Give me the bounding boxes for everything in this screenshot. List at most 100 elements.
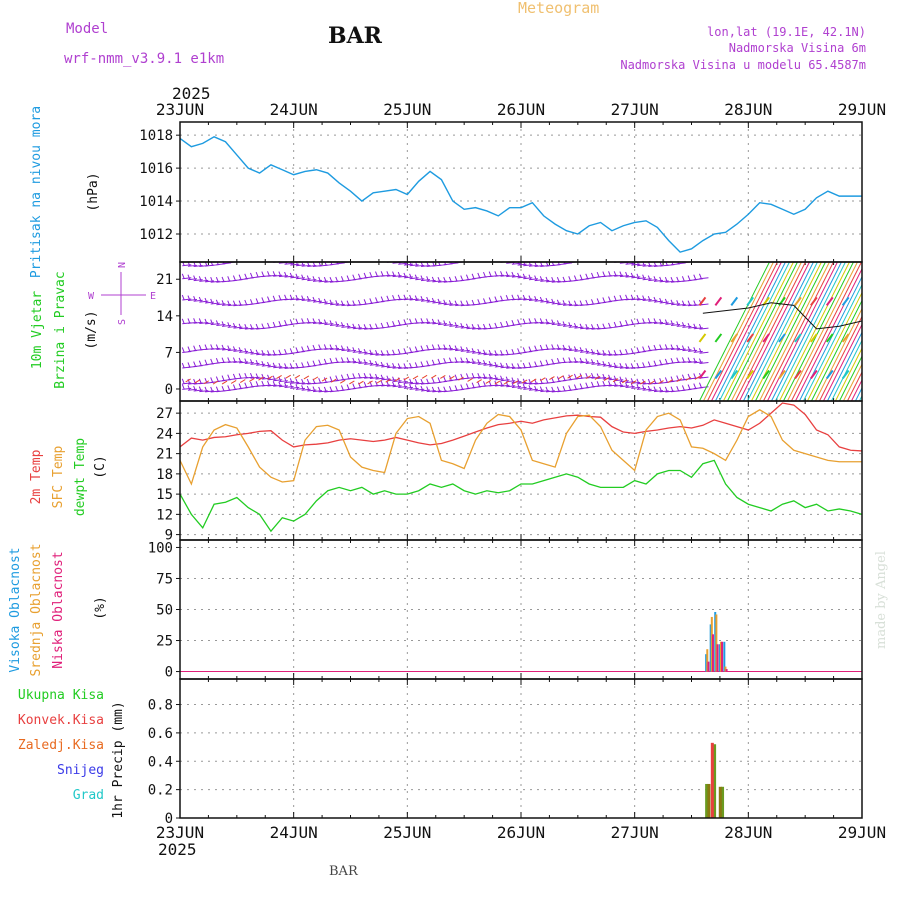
wind-barb-flag <box>397 363 401 369</box>
wind-barb-flag <box>392 376 396 382</box>
wind-barb-flag <box>386 381 390 387</box>
wind-barb-flag <box>653 378 657 384</box>
wind-barb-flag <box>431 359 435 365</box>
wind-barb-flag <box>636 262 640 266</box>
wind-barb-flag <box>448 300 452 306</box>
cloud-label-3: Niska Oblacnost <box>51 551 66 668</box>
wind-barb-flag <box>573 322 577 329</box>
wind-barb-flag <box>676 344 680 351</box>
wind-barb-flag <box>363 324 367 330</box>
wind-barb-flag <box>335 385 339 392</box>
wind-barb-flag <box>511 294 515 301</box>
precip-bar <box>707 783 711 818</box>
wind-barb-flag <box>244 382 248 388</box>
wind-barb-flag <box>357 358 361 364</box>
wind-barb-flag <box>210 277 214 283</box>
wind-barb-flag <box>193 318 197 324</box>
wind-vector <box>763 262 834 401</box>
wind-barb-flag <box>465 323 469 329</box>
cloud-label-1: Visoka Oblacnost <box>8 547 23 672</box>
wind-vector <box>887 262 900 401</box>
wind-barb-flag <box>414 318 418 324</box>
wind-arrowhead <box>841 296 850 306</box>
compass-w: W <box>88 291 95 302</box>
wind-barb-flag <box>215 386 219 392</box>
wind-barb-flag <box>204 262 208 267</box>
wind-barb-flag <box>346 373 350 380</box>
wind-barb-flag <box>551 262 555 266</box>
wind-barb-flag <box>426 318 430 324</box>
wind-barb-flag <box>267 296 270 302</box>
wind-barb-flag <box>318 359 322 365</box>
wind-barb-flag <box>608 361 611 368</box>
wind-barb-flag <box>539 296 543 303</box>
wind-barb-flag <box>687 300 691 306</box>
wind-barb-flag <box>375 350 378 356</box>
wind-arrow-small <box>358 380 364 385</box>
wind-barb-flag <box>466 256 468 261</box>
wind-barb-flag <box>551 298 555 305</box>
wind-barb <box>353 260 362 261</box>
wind-glyphs <box>181 256 900 401</box>
wind-barb-flag <box>647 361 651 367</box>
wind-barb-flag <box>301 385 305 391</box>
wind-barb-flag <box>375 360 378 367</box>
wind-arrowhead <box>762 369 770 380</box>
wind-vector <box>859 394 862 401</box>
wind-barb-flag <box>636 378 640 385</box>
wind-barb-flag <box>539 360 543 366</box>
wind-barb-flag <box>483 373 486 379</box>
wind-vector <box>863 262 900 401</box>
cloud-label-2: Srednja Oblacnost <box>29 543 44 676</box>
y-tick-label: 24 <box>156 426 173 442</box>
wind-barb-flag <box>517 348 521 354</box>
wind-barb-flag <box>210 344 214 350</box>
cloud-bar <box>715 614 718 672</box>
wind-barb-flag <box>465 373 469 379</box>
wind-barb-flag <box>471 273 475 279</box>
wind-barb-flag <box>380 361 384 368</box>
sfc-temp-line <box>179 409 862 486</box>
wind-barb-flag <box>505 320 509 327</box>
wind-barb-flag <box>556 386 560 392</box>
wind-arrow-small <box>603 377 610 381</box>
wind-barb-flag <box>528 274 532 280</box>
wind-arrowhead <box>825 333 834 343</box>
wind-barb-flag <box>460 346 464 352</box>
wind-barb-flag <box>539 378 543 384</box>
wind-barb-flag <box>386 321 390 328</box>
wind-barb-flag <box>198 296 202 303</box>
wind-barb-flag <box>392 381 396 387</box>
wind-barb-flag <box>681 374 685 380</box>
wind-barb-flag <box>392 320 396 327</box>
wind-barb-flag <box>284 377 288 383</box>
wind-barb-flag <box>608 350 611 356</box>
y-tick-label: 0.2 <box>148 783 173 799</box>
wind-barb-flag <box>500 375 504 381</box>
wind-barb-flag <box>250 348 253 355</box>
wind-barb-flag <box>346 346 350 352</box>
wind-barb-flag <box>687 357 691 363</box>
wind-barb-flag <box>181 378 185 385</box>
wind-barb <box>250 260 259 261</box>
precip-label-1: Ukupna Kisa <box>18 688 104 703</box>
wind-vector <box>747 262 818 401</box>
wind-barb-flag <box>494 271 498 277</box>
wind-barb-flag <box>301 362 305 368</box>
wind-barb-flag <box>494 361 498 368</box>
wind-barb-flag <box>318 378 322 384</box>
wind-barb-flag <box>340 374 344 380</box>
wind-arrow-small <box>649 380 655 385</box>
wind-barb-flag <box>250 299 253 305</box>
wind-barb <box>483 260 492 261</box>
wind-barb-flag <box>528 378 532 385</box>
wind-barb-flag <box>318 262 322 267</box>
wind-vector <box>715 262 786 401</box>
wind-barb-flag <box>193 378 197 385</box>
wind-barb-flag <box>528 362 532 368</box>
y-tick-label: 0 <box>165 811 173 827</box>
wind-vector <box>823 323 862 401</box>
wind-barb-flag <box>181 347 185 353</box>
wind-barb-flag <box>267 271 270 277</box>
cloud-bar <box>725 669 728 672</box>
